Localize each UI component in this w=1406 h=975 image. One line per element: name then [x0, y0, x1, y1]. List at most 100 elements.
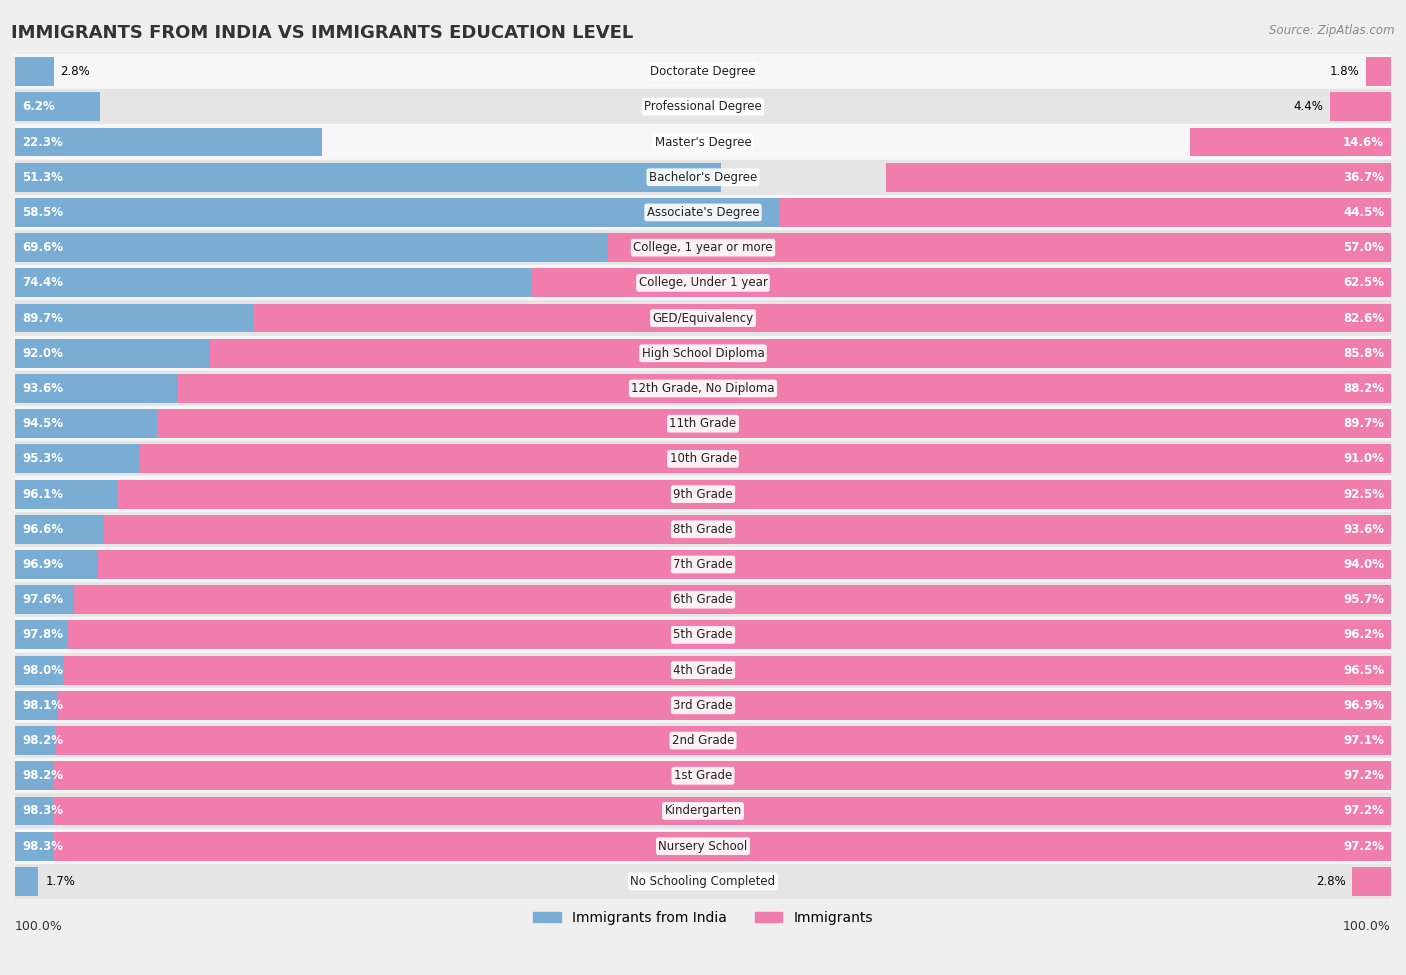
- Bar: [1189, 128, 1391, 156]
- Text: 85.8%: 85.8%: [1343, 347, 1384, 360]
- Bar: [15, 794, 1391, 829]
- Bar: [15, 54, 1391, 89]
- Text: 88.2%: 88.2%: [1343, 382, 1384, 395]
- Text: GED/Equivalency: GED/Equivalency: [652, 312, 754, 325]
- Bar: [15, 233, 973, 262]
- Bar: [53, 832, 1391, 861]
- Text: IMMIGRANTS FROM INDIA VS IMMIGRANTS EDUCATION LEVEL: IMMIGRANTS FROM INDIA VS IMMIGRANTS EDUC…: [11, 24, 634, 42]
- Text: 98.3%: 98.3%: [22, 839, 63, 853]
- Bar: [15, 445, 1326, 473]
- Bar: [1330, 93, 1391, 121]
- Text: 97.2%: 97.2%: [1343, 769, 1384, 782]
- Text: 6th Grade: 6th Grade: [673, 593, 733, 606]
- Bar: [254, 303, 1391, 332]
- Bar: [15, 617, 1391, 652]
- Bar: [15, 198, 820, 227]
- Bar: [15, 125, 1391, 160]
- Bar: [15, 477, 1391, 512]
- Text: 97.1%: 97.1%: [1343, 734, 1384, 747]
- Bar: [15, 374, 1303, 403]
- Text: Bachelor's Degree: Bachelor's Degree: [650, 171, 756, 183]
- Text: 91.0%: 91.0%: [1343, 452, 1384, 465]
- Text: 97.8%: 97.8%: [22, 629, 63, 642]
- Text: 98.0%: 98.0%: [22, 664, 63, 677]
- Text: 36.7%: 36.7%: [1343, 171, 1384, 183]
- Text: 98.3%: 98.3%: [22, 804, 63, 817]
- Text: 100.0%: 100.0%: [15, 920, 63, 933]
- Bar: [53, 761, 1391, 790]
- Bar: [15, 656, 1364, 684]
- Bar: [15, 652, 1391, 687]
- Bar: [15, 163, 721, 192]
- Bar: [15, 265, 1391, 300]
- Bar: [15, 442, 1391, 477]
- Text: High School Diploma: High School Diploma: [641, 347, 765, 360]
- Bar: [55, 726, 1391, 755]
- Bar: [531, 268, 1391, 297]
- Text: 97.2%: 97.2%: [1343, 839, 1384, 853]
- Text: 74.4%: 74.4%: [22, 276, 63, 290]
- Bar: [63, 656, 1391, 684]
- Text: College, 1 year or more: College, 1 year or more: [633, 241, 773, 254]
- Text: 94.5%: 94.5%: [22, 417, 63, 430]
- Text: 14.6%: 14.6%: [1343, 136, 1384, 148]
- Text: College, Under 1 year: College, Under 1 year: [638, 276, 768, 290]
- Bar: [15, 832, 1368, 861]
- Text: 62.5%: 62.5%: [1343, 276, 1384, 290]
- Text: 44.5%: 44.5%: [1343, 206, 1384, 219]
- Text: 8th Grade: 8th Grade: [673, 523, 733, 536]
- Text: 96.6%: 96.6%: [22, 523, 63, 536]
- Bar: [15, 759, 1391, 794]
- Text: 95.3%: 95.3%: [22, 452, 63, 465]
- Bar: [156, 410, 1391, 438]
- Bar: [15, 335, 1391, 370]
- Text: 7th Grade: 7th Grade: [673, 558, 733, 571]
- Text: 98.1%: 98.1%: [22, 699, 63, 712]
- Text: 82.6%: 82.6%: [1343, 312, 1384, 325]
- Text: Nursery School: Nursery School: [658, 839, 748, 853]
- Text: 89.7%: 89.7%: [22, 312, 63, 325]
- Bar: [15, 410, 1316, 438]
- Bar: [15, 726, 1367, 755]
- Bar: [15, 515, 1344, 544]
- Text: 100.0%: 100.0%: [1343, 920, 1391, 933]
- Text: 1.7%: 1.7%: [45, 875, 75, 888]
- Bar: [15, 722, 1391, 759]
- Bar: [118, 480, 1391, 509]
- Text: 95.7%: 95.7%: [1343, 593, 1384, 606]
- Text: 97.2%: 97.2%: [1343, 804, 1384, 817]
- Bar: [58, 691, 1391, 720]
- Bar: [15, 797, 1368, 826]
- Bar: [67, 620, 1391, 649]
- Text: 93.6%: 93.6%: [22, 382, 63, 395]
- Bar: [15, 761, 1367, 790]
- Bar: [15, 303, 1250, 332]
- Bar: [1353, 867, 1391, 896]
- Text: 1.8%: 1.8%: [1330, 65, 1360, 78]
- Bar: [779, 198, 1391, 227]
- Text: Master's Degree: Master's Degree: [655, 136, 751, 148]
- Bar: [15, 691, 1365, 720]
- Bar: [1367, 58, 1391, 86]
- Text: 10th Grade: 10th Grade: [669, 452, 737, 465]
- Bar: [15, 867, 38, 896]
- Bar: [15, 128, 322, 156]
- Text: 98.2%: 98.2%: [22, 734, 63, 747]
- Text: 93.6%: 93.6%: [1343, 523, 1384, 536]
- Text: 92.5%: 92.5%: [1343, 488, 1384, 500]
- Bar: [15, 547, 1391, 582]
- Text: Professional Degree: Professional Degree: [644, 100, 762, 113]
- Text: 11th Grade: 11th Grade: [669, 417, 737, 430]
- Bar: [15, 58, 53, 86]
- Bar: [53, 797, 1391, 826]
- Bar: [15, 300, 1391, 335]
- Text: 98.2%: 98.2%: [22, 769, 63, 782]
- Text: 51.3%: 51.3%: [22, 171, 63, 183]
- Text: No Schooling Completed: No Schooling Completed: [630, 875, 776, 888]
- Text: 9th Grade: 9th Grade: [673, 488, 733, 500]
- Text: 4th Grade: 4th Grade: [673, 664, 733, 677]
- Bar: [15, 687, 1391, 722]
- Text: 94.0%: 94.0%: [1343, 558, 1384, 571]
- Legend: Immigrants from India, Immigrants: Immigrants from India, Immigrants: [527, 905, 879, 930]
- Bar: [97, 550, 1391, 579]
